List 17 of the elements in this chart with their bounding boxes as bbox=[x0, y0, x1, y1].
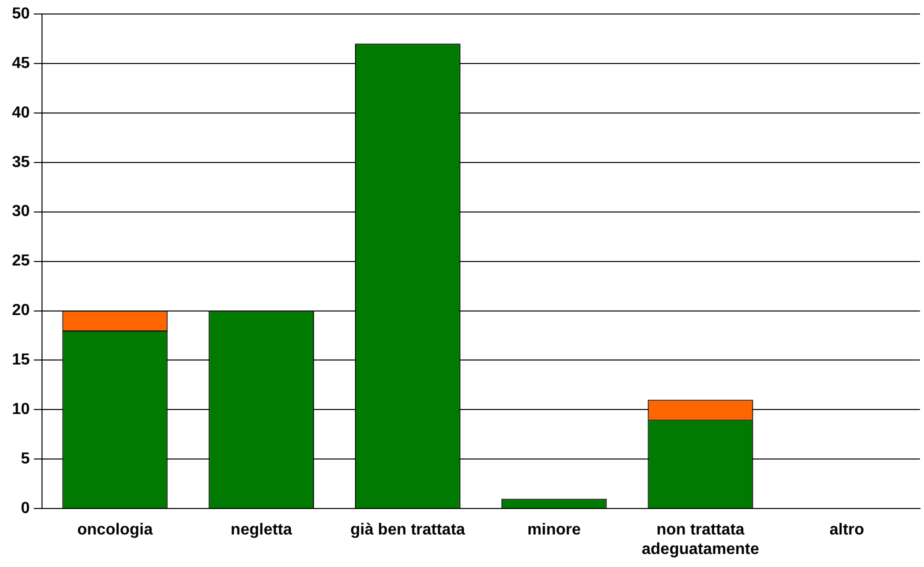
y-tick-label: 15 bbox=[12, 352, 30, 369]
x-tick-label: oncologia bbox=[77, 522, 153, 539]
y-tick-label: 50 bbox=[12, 5, 30, 22]
y-tick-label: 35 bbox=[12, 154, 30, 171]
y-tick-label: 20 bbox=[12, 302, 30, 320]
x-tick-label: negletta bbox=[230, 522, 292, 539]
x-tick-label: non trattata adeguatamente bbox=[642, 522, 760, 558]
x-tick-label: già ben trattata bbox=[350, 522, 466, 539]
y-tick-label: 25 bbox=[12, 252, 30, 270]
x-tick-label: altro bbox=[829, 522, 864, 539]
y-tick-label: 45 bbox=[12, 54, 30, 72]
y-tick-label: 0 bbox=[20, 500, 30, 518]
y-tick-label: 40 bbox=[12, 104, 30, 122]
y-tick-label: 30 bbox=[12, 203, 30, 220]
y-tick-label: 10 bbox=[12, 401, 30, 418]
y-tick-label: 5 bbox=[20, 450, 30, 468]
x-tick-label: minore bbox=[527, 522, 581, 539]
